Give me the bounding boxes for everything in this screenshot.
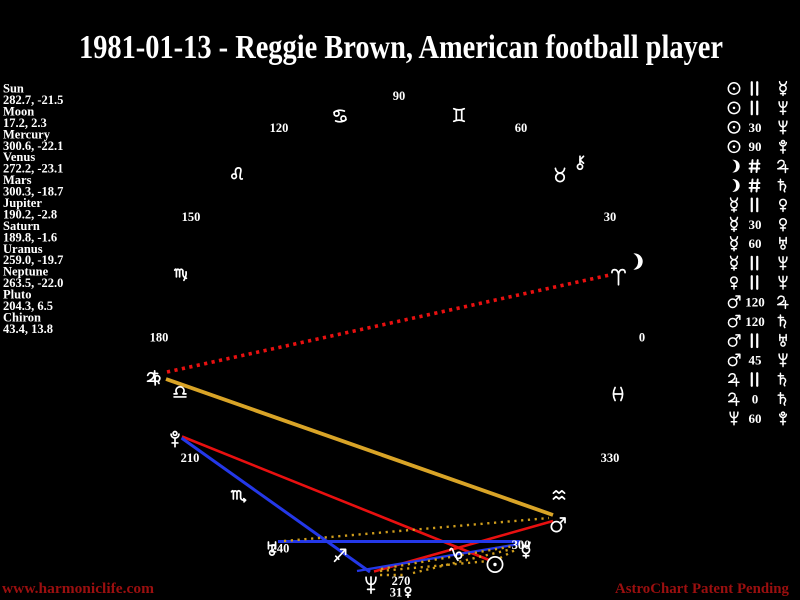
svg-text:189.8, -1.6: 189.8, -1.6 bbox=[3, 230, 57, 244]
svg-text:Saturn: Saturn bbox=[3, 219, 40, 233]
svg-text:60: 60 bbox=[749, 236, 762, 251]
svg-text:300: 300 bbox=[512, 538, 531, 552]
svg-text:190.2, -2.8: 190.2, -2.8 bbox=[3, 207, 57, 221]
svg-text:Mercury: Mercury bbox=[3, 127, 51, 141]
svg-text:1981-01-13 - Reggie Brown, Ame: 1981-01-13 - Reggie Brown, American foot… bbox=[79, 29, 723, 66]
svg-text:204.3, 6.5: 204.3, 6.5 bbox=[3, 299, 53, 313]
svg-text:270: 270 bbox=[392, 574, 411, 588]
svg-text:90: 90 bbox=[393, 89, 406, 103]
svg-text:www.harmoniclife.com: www.harmoniclife.com bbox=[2, 581, 154, 597]
svg-text:17.2, 2.3: 17.2, 2.3 bbox=[3, 116, 47, 130]
svg-text:120: 120 bbox=[270, 121, 289, 135]
svg-text:Sun: Sun bbox=[3, 82, 24, 96]
svg-text:300.3, -18.7: 300.3, -18.7 bbox=[3, 185, 63, 199]
svg-text:Venus: Venus bbox=[3, 150, 35, 164]
svg-text:43.4, 13.8: 43.4, 13.8 bbox=[3, 322, 53, 336]
svg-text:Neptune: Neptune bbox=[3, 265, 49, 279]
svg-text:150: 150 bbox=[182, 210, 201, 224]
svg-text:30: 30 bbox=[749, 217, 762, 232]
svg-text:0: 0 bbox=[639, 331, 645, 345]
svg-text:30: 30 bbox=[604, 210, 617, 224]
svg-text:120: 120 bbox=[745, 314, 765, 329]
svg-text:30: 30 bbox=[749, 120, 762, 135]
svg-text:210: 210 bbox=[181, 451, 200, 465]
svg-text:Pluto: Pluto bbox=[3, 288, 31, 302]
svg-text:45: 45 bbox=[749, 353, 763, 368]
svg-text:90: 90 bbox=[749, 139, 762, 154]
svg-text:AstroChart Patent Pending: AstroChart Patent Pending bbox=[615, 581, 790, 597]
svg-text:282.7, -21.5: 282.7, -21.5 bbox=[3, 93, 63, 107]
svg-text:Chiron: Chiron bbox=[3, 311, 41, 325]
svg-text:60: 60 bbox=[515, 121, 528, 135]
svg-text:Uranus: Uranus bbox=[3, 242, 43, 256]
svg-text:60: 60 bbox=[749, 411, 762, 426]
svg-text:Moon: Moon bbox=[3, 104, 34, 118]
svg-text:300.6, -22.1: 300.6, -22.1 bbox=[3, 139, 63, 153]
svg-text:259.0, -19.7: 259.0, -19.7 bbox=[3, 253, 63, 267]
svg-text:0: 0 bbox=[752, 391, 759, 406]
svg-text:120: 120 bbox=[745, 294, 765, 309]
svg-text:330: 330 bbox=[601, 451, 620, 465]
svg-text:180: 180 bbox=[150, 331, 169, 345]
svg-text:263.5, -22.0: 263.5, -22.0 bbox=[3, 276, 63, 290]
svg-text:272.2, -23.1: 272.2, -23.1 bbox=[3, 162, 63, 176]
svg-text:Mars: Mars bbox=[3, 173, 32, 187]
svg-text:31: 31 bbox=[390, 586, 403, 600]
svg-text:Jupiter: Jupiter bbox=[3, 196, 42, 210]
